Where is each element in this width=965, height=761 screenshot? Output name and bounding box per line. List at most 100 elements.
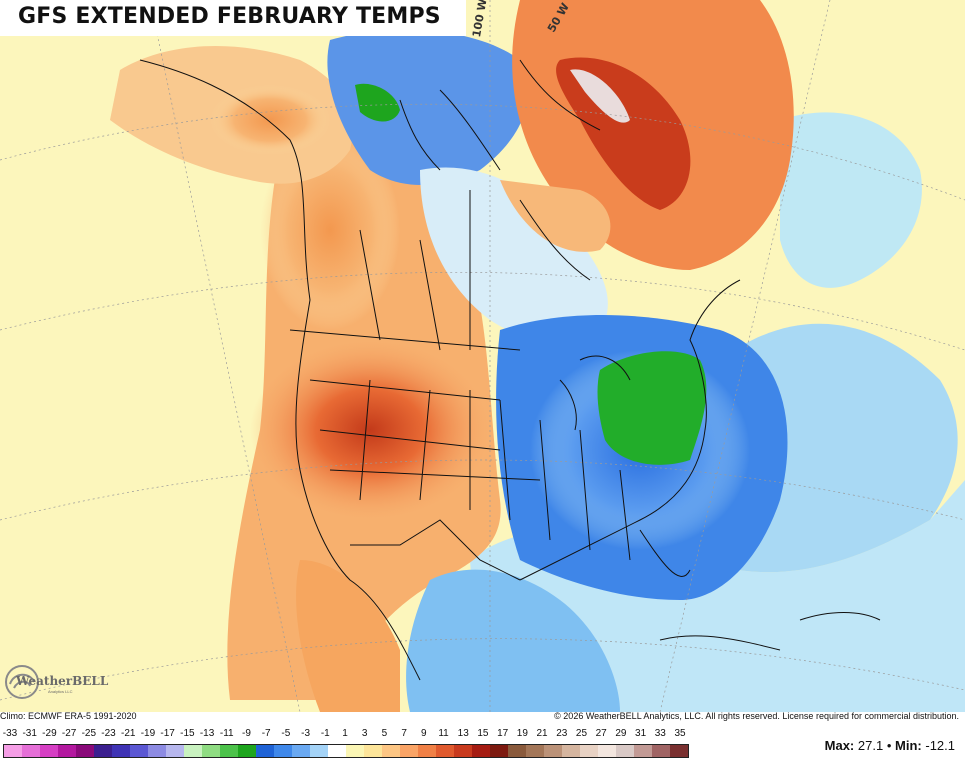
province-lines <box>359 190 471 351</box>
legend-swatch <box>490 745 508 757</box>
state-lines <box>309 379 631 561</box>
legend-tick: 5 <box>381 728 388 739</box>
region-arctic-cold <box>327 29 528 185</box>
legend-tick: -21 <box>121 728 136 739</box>
legend-tick: 1 <box>342 728 348 739</box>
max-min-readout: Max: 27.1 • Min: -12.1 <box>825 738 955 753</box>
east-coastline <box>519 279 741 581</box>
legend-swatch <box>598 745 616 757</box>
legend-tick: -17 <box>160 728 175 739</box>
legend-swatch <box>238 745 256 757</box>
legend-swatch <box>382 745 400 757</box>
region-labrador-sea <box>780 112 922 288</box>
arctic-islands <box>399 59 601 171</box>
min-value: -12.1 <box>925 738 955 753</box>
legend-tick: -11 <box>219 728 234 739</box>
legend-swatch <box>76 745 94 757</box>
region-northeast-green <box>597 351 707 465</box>
region-southwest-hot <box>250 340 490 520</box>
legend-swatch <box>40 745 58 757</box>
legend-swatch <box>166 745 184 757</box>
caribbean-islands <box>659 612 881 651</box>
legend-tick: -19 <box>140 728 156 739</box>
legend-swatch <box>544 745 562 757</box>
hudson-shore <box>519 199 591 281</box>
legend-tick: 23 <box>556 728 568 739</box>
legend-colorbar <box>3 744 689 758</box>
legend-swatch <box>148 745 166 757</box>
legend-tick: 25 <box>575 728 588 739</box>
legend-swatch <box>184 745 202 757</box>
legend-swatch <box>346 745 364 757</box>
legend-tick: 9 <box>421 728 427 739</box>
legend-tick: -5 <box>281 728 291 739</box>
logo-sub-text: Analytics LLC <box>48 689 73 694</box>
legend-swatch <box>670 745 688 757</box>
region-quebec-warm <box>500 180 611 252</box>
legend-swatch <box>220 745 238 757</box>
legend-swatch <box>292 745 310 757</box>
legend-tick: 31 <box>635 728 647 739</box>
legend-swatch <box>634 745 652 757</box>
legend-tick: 13 <box>457 728 469 739</box>
legend-tick: 21 <box>536 728 548 739</box>
boundaries <box>139 59 881 681</box>
legend-swatch <box>22 745 40 757</box>
separator: • <box>886 738 892 753</box>
map-title: GFS EXTENDED FEBRUARY TEMPS <box>0 0 466 36</box>
legend-swatch <box>4 745 22 757</box>
legend-swatch <box>310 745 328 757</box>
legend-tick: -3 <box>301 728 311 739</box>
legend-tick: -15 <box>180 728 195 739</box>
legend-tick: 11 <box>438 728 449 739</box>
legend-tick: -27 <box>61 728 77 739</box>
legend-tick: 7 <box>401 728 407 739</box>
copyright-note: © 2026 WeatherBELL Analytics, LLC. All r… <box>554 711 959 721</box>
legend-swatch <box>436 745 454 757</box>
legend-tick: -25 <box>81 728 97 739</box>
min-label: Min: <box>895 738 922 753</box>
legend-tick: 3 <box>361 728 368 739</box>
legend-tick: -23 <box>101 728 116 739</box>
legend-swatch <box>256 745 274 757</box>
region-greenland-peak <box>570 69 630 123</box>
legend-tick: 17 <box>497 728 509 739</box>
anomaly-map <box>0 0 965 712</box>
logo-swirl-icon <box>5 665 39 699</box>
legend-swatch <box>580 745 598 757</box>
graticule <box>0 0 965 712</box>
legend-swatch <box>130 745 148 757</box>
legend-swatch <box>526 745 544 757</box>
legend-swatch <box>274 745 292 757</box>
us-mexico-border <box>350 519 521 581</box>
region-arctic-green <box>355 83 400 122</box>
legend-swatch <box>418 745 436 757</box>
max-label: Max: <box>824 738 855 753</box>
map-canvas <box>0 0 965 712</box>
legend-swatch <box>58 745 76 757</box>
climo-note: Climo: ECMWF ERA-5 1991-2020 <box>0 711 137 721</box>
florida <box>639 529 691 577</box>
legend-tick: -29 <box>42 728 57 739</box>
legend-tick: -13 <box>199 728 215 739</box>
legend-swatch <box>508 745 526 757</box>
legend-swatch <box>652 745 670 757</box>
region-gulf-cool <box>406 569 620 712</box>
legend-tick: 27 <box>595 728 607 739</box>
region-alaska-warm <box>210 85 330 155</box>
legend-tick: 29 <box>615 728 627 739</box>
legend-swatch <box>616 745 634 757</box>
legend-swatch <box>472 745 490 757</box>
legend-swatch <box>400 745 418 757</box>
legend-tick: -33 <box>2 728 18 739</box>
logo-brand-text: WeatherBELL <box>16 674 109 688</box>
great-lakes <box>559 355 631 431</box>
legend-swatch <box>562 745 580 757</box>
legend-tick: -31 <box>22 728 37 739</box>
legend-tick: -1 <box>320 728 330 739</box>
legend-tick: 35 <box>674 728 686 739</box>
us-canada-border <box>289 329 521 351</box>
legend-tick: -7 <box>261 728 271 739</box>
legend-swatch <box>328 745 346 757</box>
legend-swatch <box>112 745 130 757</box>
